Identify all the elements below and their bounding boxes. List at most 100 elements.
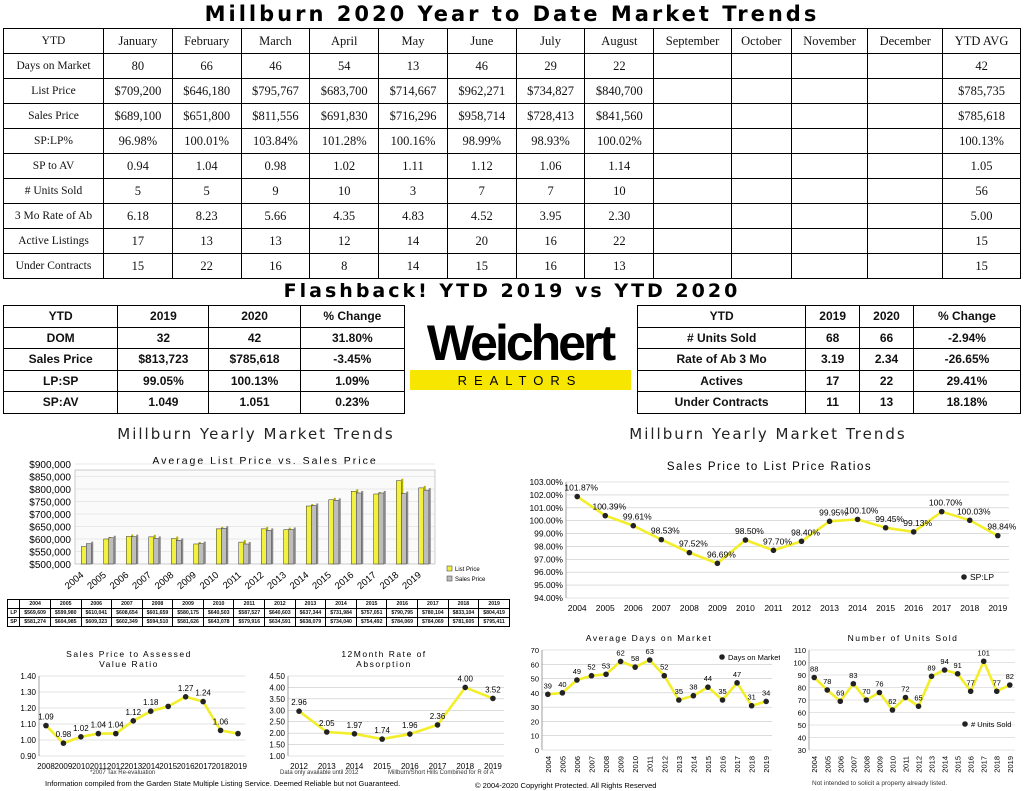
y-tick-label: 110	[794, 646, 806, 655]
table-cell: 98.99%	[446, 128, 517, 154]
bar-shade	[91, 541, 94, 564]
x-tick-label: 2018	[212, 762, 230, 771]
bar	[198, 543, 204, 565]
data-point	[798, 538, 805, 545]
data-label: 1.06	[213, 717, 229, 726]
table-cell	[790, 128, 869, 154]
table-cell: 10	[309, 178, 380, 204]
flashback-title: Flashback! YTD 2019 vs YTD 2020	[283, 280, 741, 302]
x-tick-label: 2010	[72, 762, 90, 771]
table-cell: $709,200	[103, 78, 173, 104]
right-section-title: Millburn Yearly Market Trends	[629, 425, 907, 443]
table-cell: 46	[446, 53, 517, 79]
main-header-cell: March	[240, 28, 311, 54]
data-point	[379, 736, 385, 742]
x-tick-label: 2016	[177, 762, 195, 771]
data-label: 1.96	[402, 721, 418, 730]
x-tick-label: 2006	[836, 756, 845, 773]
x-tick-label: 2018	[960, 603, 979, 612]
data-point	[147, 708, 154, 714]
table-row: # Units Sold 5 5 9 10 3 7 7 10 56	[3, 178, 1021, 204]
data-point	[993, 688, 1000, 695]
table-cell	[867, 53, 944, 79]
data-label: 62	[888, 697, 896, 706]
x-tick-label: 2016	[401, 762, 419, 771]
main-header-row: YTD January February March April May June July A…	[3, 28, 1021, 54]
table-cell: 13	[171, 228, 242, 254]
data-label: 72	[901, 685, 909, 694]
table-cell: 17	[805, 369, 861, 392]
table-cell: 15	[942, 253, 1021, 279]
data-point	[60, 740, 67, 746]
x-tick-label: 2019	[762, 756, 771, 773]
x-tick-label: 2013	[675, 756, 684, 773]
table-cell: 100.01%	[171, 128, 242, 154]
table-cell: $958,714	[446, 103, 517, 129]
data-label: 77	[966, 678, 974, 687]
table-cell: 15	[103, 253, 173, 279]
list-sales-data-table: 2004 2005 2006 2007 2008 2009 2010 2011 2012 2013…	[6, 599, 510, 627]
x-tick-label: 2004	[568, 603, 587, 612]
chart-title: Number of Units Sold	[848, 633, 959, 643]
bar	[333, 500, 339, 565]
y-tick-label: $500,000	[29, 560, 71, 571]
table-cell: 13	[859, 391, 914, 414]
table-cell: 2017	[417, 599, 449, 609]
y-tick-label: 102.00%	[529, 490, 563, 500]
table-cell: $637,344	[294, 608, 327, 618]
legend-marker	[961, 574, 967, 580]
data-point	[235, 730, 241, 737]
data-label: 52	[660, 663, 668, 672]
bar-shade	[406, 491, 409, 564]
x-tick-label: 2017	[733, 756, 742, 773]
table-row: Under Contracts 11 13 18.18%	[636, 391, 1022, 414]
data-point	[889, 707, 896, 713]
legend-marker	[962, 721, 968, 727]
footer-right: Not intended to solicit a property alrea…	[812, 780, 948, 787]
y-tick-label: 60	[531, 660, 539, 669]
table-cell: 18.18%	[912, 391, 1022, 414]
table-cell	[790, 103, 869, 129]
table-cell	[653, 153, 732, 179]
table-cell	[653, 78, 732, 104]
table-cell: 32	[117, 326, 210, 349]
bar-shade	[316, 503, 319, 564]
table-cell: 29	[515, 53, 586, 79]
x-tick-label: 2013	[318, 762, 336, 771]
data-label: 94	[940, 657, 948, 666]
table-cell	[790, 203, 869, 229]
y-tick-label: 10	[531, 732, 539, 741]
table-row: 3 Mo Rate of Ab 6.18 8.23 5.66 4.35 4.83 4.52 3…	[3, 203, 1021, 229]
data-label: 91	[953, 661, 961, 670]
table-row: Days on Market 80 66 46 54 13 46 29 22 42	[3, 53, 1021, 79]
bar-shade	[181, 538, 184, 564]
table-cell: $604,985	[49, 617, 82, 627]
table-row: LP $569,609 $599,980 $610,041 $608,654 $601,6…	[6, 608, 510, 618]
y-tick-label: 3.50	[269, 695, 285, 704]
y-tick-label: $900,000	[29, 460, 71, 471]
table-cell: SP:LP%	[3, 128, 104, 154]
table-row: List Price $709,200 $646,180 $795,767 $683,7…	[3, 78, 1021, 104]
y-tick-label: 1.20	[20, 704, 36, 713]
y-tick-label: 101.00%	[529, 503, 563, 513]
table-cell: 1.11	[378, 153, 448, 179]
data-label: 99.45%	[875, 514, 904, 524]
table-cell: $795,411	[478, 617, 510, 627]
data-label: 2.36	[430, 712, 446, 721]
table-cell: 2008	[141, 599, 174, 609]
table-cell: 3.19	[805, 348, 861, 371]
x-tick-label: 2015	[159, 762, 177, 771]
table-cell: 10	[584, 178, 655, 204]
bar	[401, 493, 407, 565]
table-cell: 13	[584, 253, 655, 279]
main-header-cell: October	[730, 28, 792, 54]
table-cell: 68	[805, 326, 861, 349]
table-cell: $754,492	[355, 617, 388, 627]
x-tick-label: 2014	[346, 762, 364, 771]
main-header-cell: July	[515, 28, 586, 54]
table-cell	[653, 228, 732, 254]
data-point	[165, 703, 171, 710]
table-cell	[653, 103, 732, 129]
x-tick-label: 2011	[901, 756, 910, 772]
table-cell: $569,609	[19, 608, 51, 618]
